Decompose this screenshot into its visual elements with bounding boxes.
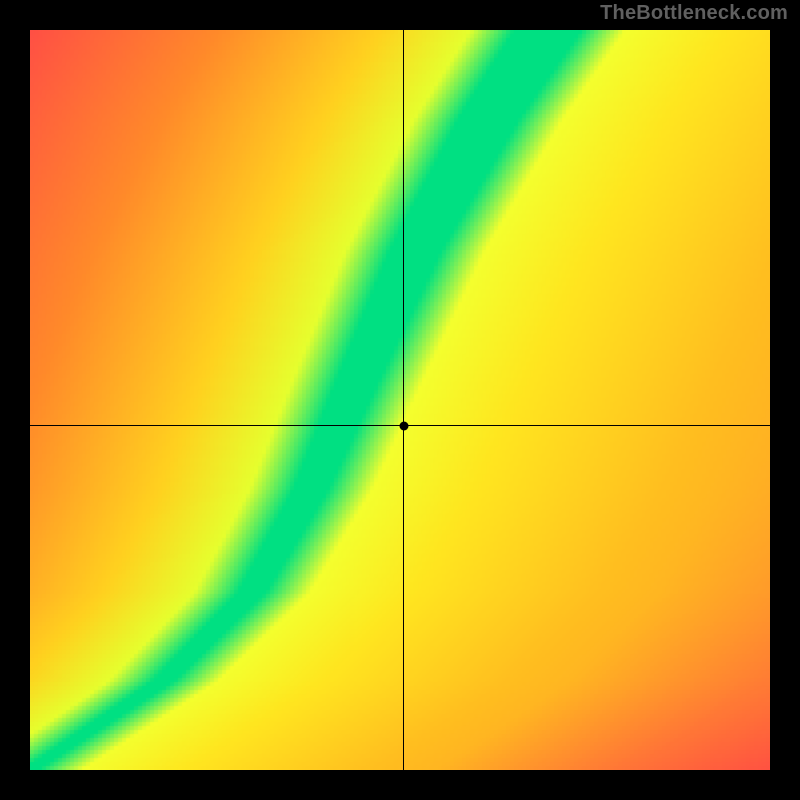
plot-frame — [30, 30, 770, 770]
watermark-text: TheBottleneck.com — [600, 2, 788, 25]
heatmap-canvas — [30, 30, 770, 770]
chart-root: TheBottleneck.com — [0, 0, 800, 800]
crosshair-marker — [399, 421, 408, 430]
crosshair-vertical — [403, 30, 404, 770]
